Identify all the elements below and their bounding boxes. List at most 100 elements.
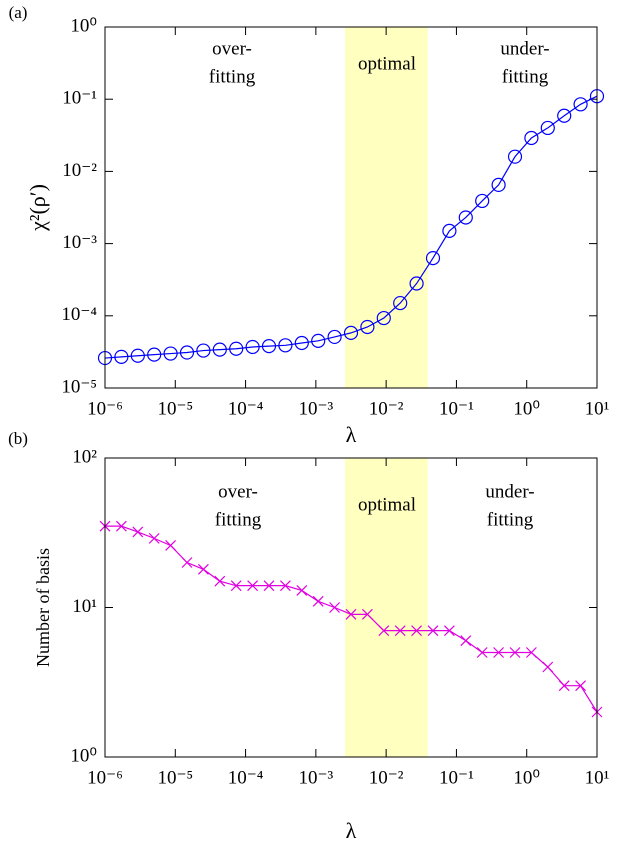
marker — [329, 602, 341, 613]
y-tick-label: 10⁻⁵ — [61, 376, 97, 397]
series-line — [104, 95, 598, 359]
annotation: over- — [212, 38, 252, 59]
x-tick-label: 10¹ — [585, 767, 610, 788]
marker — [247, 580, 259, 592]
marker — [376, 310, 391, 326]
y-tick-label: 10⁻⁴ — [61, 304, 97, 325]
y-tick-label: 10² — [72, 446, 97, 467]
annotation: fitting — [487, 509, 534, 530]
marker — [542, 661, 554, 673]
marker — [311, 333, 326, 348]
marker — [460, 635, 472, 647]
marker — [196, 343, 211, 358]
annotation: under- — [485, 481, 534, 502]
plot-frame — [104, 457, 598, 758]
annotation: fitting — [209, 66, 256, 87]
marker — [132, 526, 144, 538]
x-tick-label: 10⁰ — [513, 398, 540, 419]
marker — [575, 680, 587, 692]
marker — [458, 210, 473, 225]
marker — [148, 532, 160, 544]
marker — [345, 608, 357, 620]
plot-frame — [104, 26, 598, 389]
annotation: optimal — [358, 53, 416, 74]
marker — [411, 625, 423, 637]
y-axis-label: Number of basis — [33, 548, 53, 667]
marker — [179, 345, 195, 360]
x-tick-label: 10⁻³ — [298, 767, 333, 788]
annotation: fitting — [215, 509, 262, 530]
y-tick-label: 10⁻² — [62, 160, 97, 181]
marker — [442, 223, 457, 238]
marker — [212, 342, 227, 357]
y-tick-label: 10⁻¹ — [62, 88, 97, 109]
marker — [296, 585, 308, 596]
annotation: fitting — [502, 66, 549, 87]
marker — [312, 595, 324, 607]
marker — [181, 557, 193, 568]
marker — [214, 575, 226, 587]
marker — [197, 563, 209, 575]
x-tick-label: 10⁻³ — [298, 398, 333, 419]
marker — [393, 295, 408, 311]
marker — [509, 647, 521, 658]
shaded-region — [345, 458, 428, 757]
marker — [263, 580, 275, 592]
y-tick-label: 10¹ — [72, 596, 97, 617]
marker — [279, 580, 291, 592]
marker — [261, 339, 277, 354]
panel-label: (b) — [8, 429, 28, 448]
panel-label: (a) — [9, 3, 28, 22]
x-axis-label: λ — [346, 818, 357, 843]
annotation: under- — [500, 38, 549, 59]
x-tick-label: 10⁻² — [369, 398, 404, 419]
marker — [229, 341, 244, 356]
marker — [147, 347, 162, 362]
annotation: optimal — [358, 494, 416, 515]
marker — [361, 608, 373, 620]
marker — [114, 349, 129, 364]
x-tick-label: 10⁻⁵ — [157, 767, 193, 788]
annotation: over- — [218, 481, 258, 502]
x-tick-label: 10⁻⁶ — [87, 398, 123, 419]
x-tick-label: 10⁻⁴ — [228, 767, 264, 788]
marker — [245, 339, 260, 355]
marker — [343, 325, 359, 340]
marker — [558, 680, 570, 692]
marker — [557, 108, 572, 123]
marker — [294, 335, 309, 351]
marker — [230, 580, 242, 592]
marker — [278, 338, 293, 353]
x-tick-label: 10⁻² — [369, 767, 404, 788]
x-tick-label: 10⁰ — [513, 767, 540, 788]
x-tick-label: 10⁻¹ — [439, 767, 474, 788]
x-tick-label: 10⁻⁶ — [87, 767, 123, 788]
y-tick-label: 10⁻³ — [62, 232, 97, 253]
shaded-region — [345, 27, 428, 388]
y-tick-label: 10⁰ — [70, 745, 97, 766]
marker — [360, 319, 375, 335]
x-axis-label: λ — [346, 422, 357, 447]
marker — [476, 647, 488, 658]
marker — [507, 149, 523, 164]
x-tick-label: 10⁻⁴ — [228, 398, 264, 419]
marker — [525, 647, 537, 658]
marker — [427, 625, 439, 637]
marker — [491, 177, 506, 193]
marker — [163, 346, 178, 361]
marker — [130, 348, 145, 363]
marker — [409, 276, 424, 291]
marker — [573, 97, 588, 112]
y-tick-label: 10⁰ — [70, 15, 97, 36]
marker — [425, 250, 441, 266]
marker — [493, 647, 505, 658]
marker — [524, 130, 539, 146]
marker — [327, 329, 342, 345]
y-axis-label: χ²(ρ′) — [25, 184, 50, 232]
marker — [540, 120, 555, 136]
marker — [475, 193, 490, 209]
x-tick-label: 10⁻⁵ — [157, 398, 193, 419]
marker — [378, 625, 390, 637]
marker — [165, 540, 177, 551]
